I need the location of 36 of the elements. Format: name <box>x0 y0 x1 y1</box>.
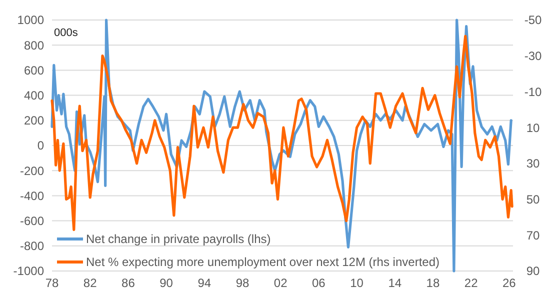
x-tick-label: 26 <box>502 276 516 290</box>
x-tick-label: 94 <box>198 276 212 290</box>
y-tick-label: 600 <box>24 63 44 78</box>
y2-tick-label: -10 <box>524 84 542 99</box>
y-tick-label: 0 <box>37 138 44 153</box>
legend-label: Net % expecting more unemployment over next 12M (rhs inverted) <box>86 255 440 270</box>
y-tick-label: 200 <box>24 114 44 128</box>
y-tick-label: 800 <box>24 38 44 52</box>
x-tick-label: 90 <box>160 276 174 290</box>
y2-tick-label: -30 <box>524 49 542 64</box>
y-tick-label: -600 <box>20 214 44 228</box>
legend-label: Net change in private payrolls (lhs) <box>86 232 271 246</box>
x-tick-label: 22 <box>464 276 478 290</box>
annotation: 000s <box>54 27 78 39</box>
line-series <box>50 34 514 232</box>
y-tick-label: -800 <box>20 239 44 254</box>
y-tick-label: 400 <box>24 88 44 102</box>
y-tick-label: 1000 <box>17 13 44 28</box>
y2-tick-label: -50 <box>524 13 542 28</box>
y2-tick-label: 10 <box>526 120 540 135</box>
x-tick-label: 98 <box>236 276 250 290</box>
y-tick-label: -200 <box>20 164 44 178</box>
x-tick-label: 14 <box>388 276 402 290</box>
y2-tick-label: 90 <box>526 264 540 278</box>
x-tick-label: 10 <box>350 276 364 290</box>
x-tick-label: 02 <box>274 276 288 290</box>
y2-tick-label: 30 <box>526 156 540 171</box>
x-tick-label: 18 <box>426 276 440 290</box>
x-tick-label: 82 <box>83 276 98 290</box>
y2-tick-label: 70 <box>526 228 540 242</box>
x-tick-label: 06 <box>312 276 326 290</box>
y-tick-label: -400 <box>20 188 44 203</box>
x-tick-label: 86 <box>122 276 136 290</box>
y2-tick-label: 50 <box>526 192 540 206</box>
x-tick-label: 78 <box>45 276 59 290</box>
y-tick-label: -1000 <box>13 264 44 278</box>
